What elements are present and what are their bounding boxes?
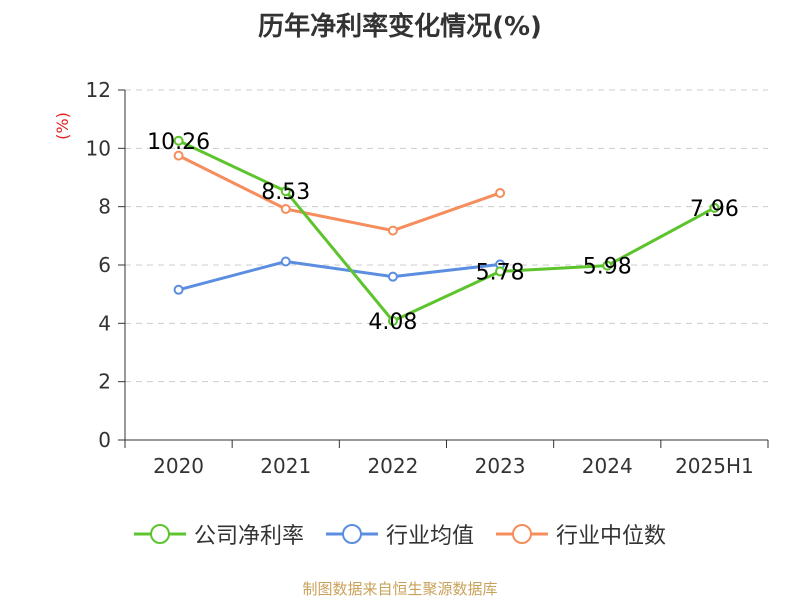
legend-label: 行业中位数	[556, 524, 667, 549]
y-axis-label: (%)	[53, 112, 72, 140]
legend-line-icon	[133, 524, 186, 544]
data-point	[495, 266, 506, 277]
data-point	[709, 202, 720, 213]
data-point	[280, 186, 291, 197]
x-tick-label: 2023	[475, 454, 526, 478]
data-label: 10.26	[147, 130, 210, 155]
data-point	[173, 135, 184, 146]
data-point	[602, 260, 613, 271]
data-label: 7.96	[690, 197, 739, 222]
series-line	[177, 154, 501, 233]
data-label: 5.78	[476, 260, 525, 285]
y-tick-label: 8	[98, 195, 111, 219]
series-line	[177, 139, 716, 323]
chart-title: 历年净利率变化情况(%)	[258, 12, 542, 42]
axes: 0 2 4 6 8 10 12 2020 2021 2022 2023 2024 2025H1	[86, 78, 769, 478]
series-2	[173, 150, 506, 236]
data-labels: 10.26 8.53 4.08 5.78 5.98 7.96	[147, 130, 739, 335]
x-tick-label: 2025H1	[675, 454, 754, 478]
series-lines	[173, 135, 720, 326]
legend-line-icon	[496, 524, 548, 544]
series-0	[173, 135, 720, 326]
data-point	[280, 204, 291, 214]
data-label: 4.08	[368, 310, 417, 335]
grid-lines	[125, 89, 768, 383]
legend-marker	[149, 524, 170, 544]
y-tick-label: 0	[98, 428, 111, 452]
data-point	[387, 316, 398, 326]
data-point	[173, 284, 184, 295]
source-note: 制图数据来自恒生聚源数据库	[302, 580, 498, 598]
data-point	[280, 256, 291, 267]
series-1	[173, 256, 506, 295]
y-tick-label: 6	[98, 253, 111, 277]
data-point	[173, 150, 184, 161]
legend-marker	[512, 524, 532, 544]
legend: 公司净利率 行业均值 行业中位数	[0, 518, 800, 550]
x-tick-label: 2020	[153, 454, 204, 478]
legend-item[interactable]: 行业均值	[325, 518, 474, 550]
legend-label: 公司净利率	[193, 524, 304, 549]
legend-item[interactable]: 行业中位数	[496, 518, 666, 550]
data-point	[387, 271, 398, 282]
y-tick-label: 4	[98, 311, 111, 335]
x-tick-label: 2021	[260, 454, 311, 478]
series-line	[178, 260, 501, 292]
legend-label: 行业均值	[385, 524, 474, 549]
data-label: 8.53	[261, 180, 310, 205]
y-tick-label: 10	[86, 136, 111, 160]
y-tick-label: 2	[98, 370, 111, 394]
data-point	[495, 187, 506, 198]
legend-marker	[341, 524, 362, 544]
x-tick-label: 2022	[367, 454, 418, 478]
legend-item[interactable]: 公司净利率	[133, 518, 304, 550]
legend-line-icon	[325, 524, 378, 544]
x-tick-label: 2024	[582, 454, 633, 478]
y-tick-label: 12	[86, 78, 111, 102]
data-label: 5.98	[583, 255, 632, 280]
data-point	[387, 225, 398, 236]
